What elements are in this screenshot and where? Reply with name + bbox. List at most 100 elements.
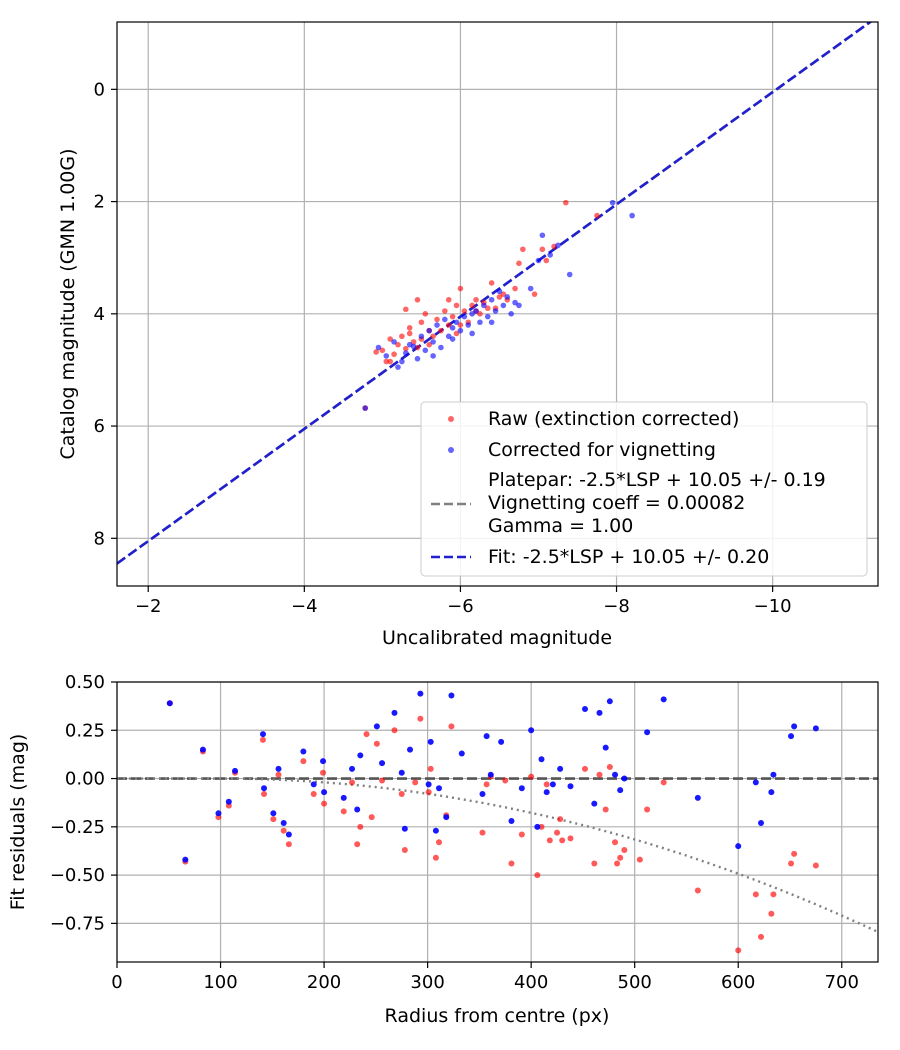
corrected-residual-point [432,827,439,834]
legend-marker-corrected [448,447,454,453]
corrected-point [418,333,425,340]
corrected-point [469,330,475,337]
corrected-residual-point [427,738,434,745]
raw-point [391,351,397,358]
legend-box [420,401,868,577]
raw-residual-point [259,736,266,743]
raw-residual-point [391,727,398,734]
raw-point [445,296,452,303]
top-x-axis-label: Uncalibrated magnitude [382,627,612,649]
corrected-point [399,358,405,365]
raw-residual-point [791,850,798,857]
corrected-point [504,294,511,300]
corrected-point [449,325,456,331]
corrected-point [442,316,448,323]
raw-residual-point [596,771,603,778]
vignetting-curve [117,777,878,934]
top-y-tick-label: 2 [94,192,105,213]
corrected-residual-point [534,823,541,830]
raw-residual-point [788,860,795,867]
bottom-x-tick-label: 0 [111,972,122,993]
corrected-point [430,353,436,359]
raw-residual-point [559,837,566,844]
bottom-data-points [166,690,819,954]
bottom-x-tick-label: 600 [721,972,755,993]
top-plot-frame [116,21,879,587]
raw-point [402,306,409,313]
corrected-residual-point [483,733,490,740]
raw-residual-point [300,758,307,765]
raw-residual-point [567,835,574,842]
corrected-residual-point [285,831,292,838]
legend-label-corrected: Corrected for vignetting [488,439,716,461]
corrected-residual-point [549,781,556,788]
corrected-point [527,285,534,292]
corrected-residual-point [166,700,173,707]
corrected-residual-point [436,785,443,792]
corrected-point [438,344,444,351]
bottom-y-tick-label: 0.25 [65,720,105,741]
raw-residual-point [554,829,561,836]
corrected-point [395,364,401,370]
raw-point [484,305,491,312]
corrected-residual-point [621,775,628,782]
raw-residual-point [427,765,434,772]
corrected-point [465,322,472,328]
legend-label-platepar-3: Gamma = 1.00 [488,515,633,537]
raw-point [520,246,526,253]
raw-residual-point [581,765,588,772]
raw-residual-point [275,771,282,778]
legend-marker-raw [448,416,454,422]
corrected-point [375,344,382,351]
corrected-residual-point [602,744,609,751]
corrected-residual-point [357,752,364,759]
corrected-point [629,212,635,219]
raw-residual-point [770,891,777,898]
raw-residual-point [534,872,541,879]
raw-residual-point [644,806,651,813]
legend-label-raw: Raw (extinction corrected) [488,408,739,430]
bottom-x-tick-label: 400 [514,972,548,993]
corrected-point [535,257,542,264]
raw-residual-point [735,947,742,954]
raw-point [442,308,448,314]
raw-point [395,341,401,348]
corrected-point [391,339,397,345]
raw-residual-point [479,829,486,836]
raw-residual-point [436,839,443,846]
raw-residual-point [448,723,455,730]
raw-point [438,327,444,334]
corrected-point [414,355,421,362]
corrected-residual-point [398,769,405,776]
bottom-x-tick-label: 500 [618,972,652,993]
corrected-residual-point [458,750,465,757]
corrected-residual-point [280,819,287,826]
corrected-residual-point [373,723,380,730]
corrected-point [422,347,429,354]
top-x-tick-label: −2 [135,596,162,617]
raw-residual-point [528,773,535,780]
raw-residual-point [432,854,439,861]
corrected-residual-point [538,756,545,763]
bottom-y-tick-label: 0.50 [65,672,105,693]
corrected-residual-point [770,771,777,778]
corrected-residual-point [606,698,613,705]
raw-residual-point [401,847,408,853]
corrected-residual-point [401,825,408,832]
corrected-residual-point [788,733,795,740]
corrected-point [453,319,460,326]
raw-residual-point [349,779,356,786]
corrected-residual-point [735,843,742,850]
bottom-x-tick-label: 300 [410,972,444,993]
top-data-points [362,199,635,411]
raw-residual-point [261,791,268,797]
bottom-x-tick-label: 700 [825,972,859,993]
corrected-point [547,252,553,258]
raw-point [457,285,464,292]
corrected-point [539,232,546,239]
corrected-residual-point [199,746,206,753]
raw-residual-point [483,781,490,788]
corrected-point [609,199,616,206]
corrected-residual-point [612,771,619,778]
